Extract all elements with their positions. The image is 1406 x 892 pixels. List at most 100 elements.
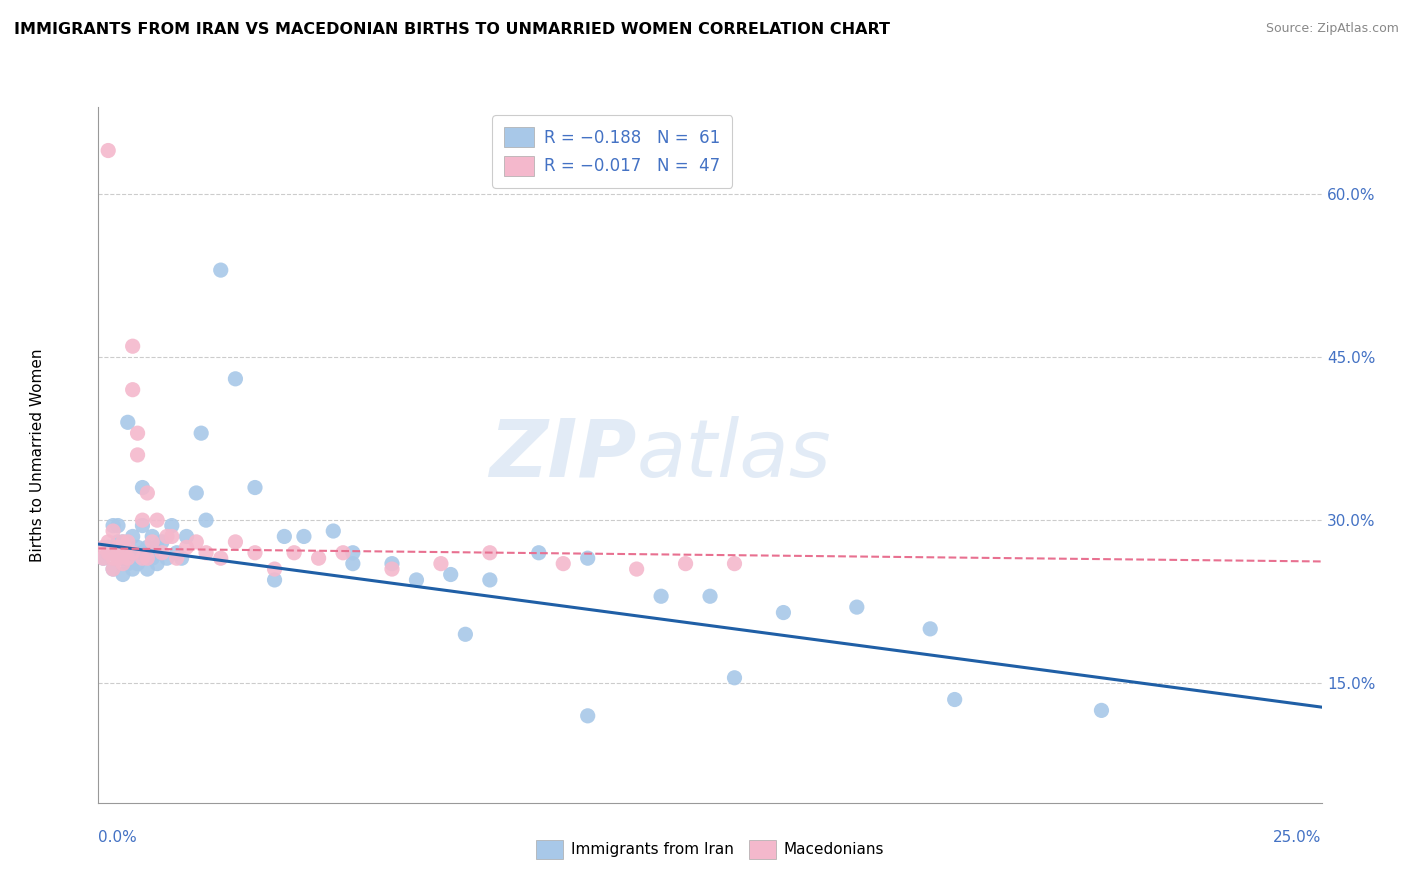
Point	[131, 481, 153, 495]
Point	[283, 546, 305, 560]
Point	[156, 529, 179, 543]
Point	[332, 546, 354, 560]
Text: ZIP: ZIP	[489, 416, 637, 494]
Point	[127, 557, 149, 571]
Point	[121, 529, 143, 543]
Point	[101, 524, 124, 538]
Point	[146, 541, 169, 555]
Point	[723, 557, 745, 571]
Point	[136, 486, 159, 500]
Point	[150, 534, 173, 549]
Point	[146, 557, 169, 571]
Point	[156, 551, 179, 566]
Point	[141, 534, 163, 549]
Point	[170, 551, 193, 566]
Point	[121, 562, 143, 576]
Point	[576, 708, 599, 723]
Point	[121, 339, 143, 353]
Point	[160, 518, 183, 533]
Point	[127, 426, 149, 441]
Point	[273, 529, 295, 543]
Point	[176, 541, 198, 555]
Point	[308, 551, 330, 566]
Point	[209, 263, 232, 277]
Point	[381, 557, 404, 571]
Point	[342, 557, 364, 571]
Point	[195, 546, 218, 560]
Point	[263, 573, 285, 587]
Point	[430, 557, 453, 571]
Point	[127, 448, 149, 462]
Point	[1090, 703, 1112, 717]
Point	[160, 529, 183, 543]
Text: IMMIGRANTS FROM IRAN VS MACEDONIAN BIRTHS TO UNMARRIED WOMEN CORRELATION CHART: IMMIGRANTS FROM IRAN VS MACEDONIAN BIRTH…	[14, 22, 890, 37]
Point	[131, 546, 153, 560]
Point	[107, 551, 129, 566]
Point	[111, 567, 134, 582]
Point	[626, 562, 648, 576]
Text: atlas: atlas	[637, 416, 831, 494]
Point	[845, 600, 868, 615]
Point	[111, 534, 134, 549]
Point	[117, 534, 139, 549]
Point	[243, 546, 266, 560]
Point	[576, 551, 599, 566]
Point	[101, 562, 124, 576]
Point	[117, 546, 139, 560]
Point	[121, 546, 143, 560]
Point	[243, 481, 266, 495]
Point	[107, 541, 129, 555]
Point	[478, 546, 501, 560]
Point	[195, 513, 218, 527]
Point	[131, 513, 153, 527]
Point	[292, 529, 315, 543]
Point	[440, 567, 463, 582]
Point	[117, 551, 139, 566]
Point	[772, 606, 794, 620]
Point	[101, 546, 124, 560]
Point	[101, 518, 124, 533]
Point	[186, 534, 208, 549]
Text: Births to Unmarried Women: Births to Unmarried Women	[30, 348, 45, 562]
Point	[97, 144, 120, 158]
Point	[131, 551, 153, 566]
Point	[263, 562, 285, 576]
Point	[405, 573, 427, 587]
Point	[91, 551, 114, 566]
Point	[920, 622, 942, 636]
Point	[381, 562, 404, 576]
Point	[150, 546, 173, 560]
Point	[209, 551, 232, 566]
Point	[141, 529, 163, 543]
Point	[107, 518, 129, 533]
Point	[322, 524, 344, 538]
Point	[186, 486, 208, 500]
Point	[101, 551, 124, 566]
Point	[131, 518, 153, 533]
Text: 0.0%: 0.0%	[98, 830, 138, 845]
Point	[166, 546, 188, 560]
Point	[121, 383, 143, 397]
Point	[527, 546, 550, 560]
Point	[111, 557, 134, 571]
Text: 25.0%: 25.0%	[1274, 830, 1322, 845]
Point	[650, 589, 672, 603]
Point	[91, 541, 114, 555]
Point	[176, 529, 198, 543]
Point	[553, 557, 575, 571]
Point	[101, 562, 124, 576]
Point	[127, 541, 149, 555]
Point	[111, 551, 134, 566]
Point	[675, 557, 697, 571]
Point	[107, 534, 129, 549]
Legend: Immigrants from Iran, Macedonians: Immigrants from Iran, Macedonians	[530, 834, 890, 864]
Point	[699, 589, 721, 603]
Point	[454, 627, 477, 641]
Point	[117, 557, 139, 571]
Text: Source: ZipAtlas.com: Source: ZipAtlas.com	[1265, 22, 1399, 36]
Point	[97, 541, 120, 555]
Point	[121, 546, 143, 560]
Point	[224, 372, 246, 386]
Point	[97, 534, 120, 549]
Point	[136, 541, 159, 555]
